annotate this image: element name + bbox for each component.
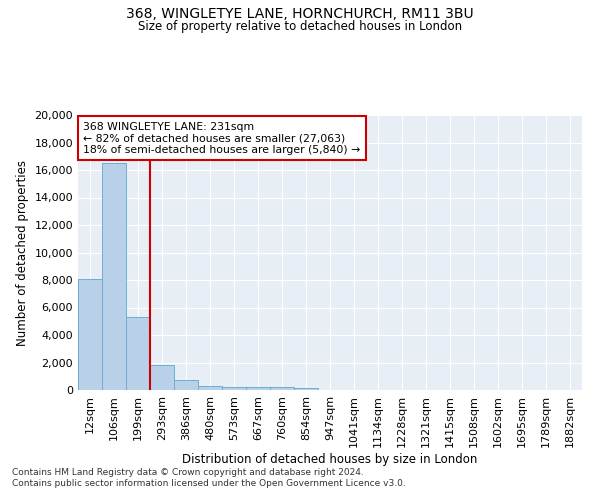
Bar — [78, 278, 102, 390]
Text: 368 WINGLETYE LANE: 231sqm
← 82% of detached houses are smaller (27,063)
18% of : 368 WINGLETYE LANE: 231sqm ← 82% of deta… — [83, 122, 360, 155]
Bar — [294, 388, 318, 390]
Bar — [246, 387, 270, 390]
X-axis label: Distribution of detached houses by size in London: Distribution of detached houses by size … — [182, 452, 478, 466]
Text: 368, WINGLETYE LANE, HORNCHURCH, RM11 3BU: 368, WINGLETYE LANE, HORNCHURCH, RM11 3B… — [126, 8, 474, 22]
Text: Contains HM Land Registry data © Crown copyright and database right 2024.
Contai: Contains HM Land Registry data © Crown c… — [12, 468, 406, 487]
Y-axis label: Number of detached properties: Number of detached properties — [16, 160, 29, 346]
Text: Size of property relative to detached houses in London: Size of property relative to detached ho… — [138, 20, 462, 33]
Bar — [198, 386, 222, 390]
Bar — [126, 317, 150, 390]
Bar — [222, 387, 246, 390]
Bar — [150, 364, 174, 390]
Bar — [174, 380, 198, 390]
Bar — [102, 163, 126, 390]
Bar — [270, 388, 294, 390]
